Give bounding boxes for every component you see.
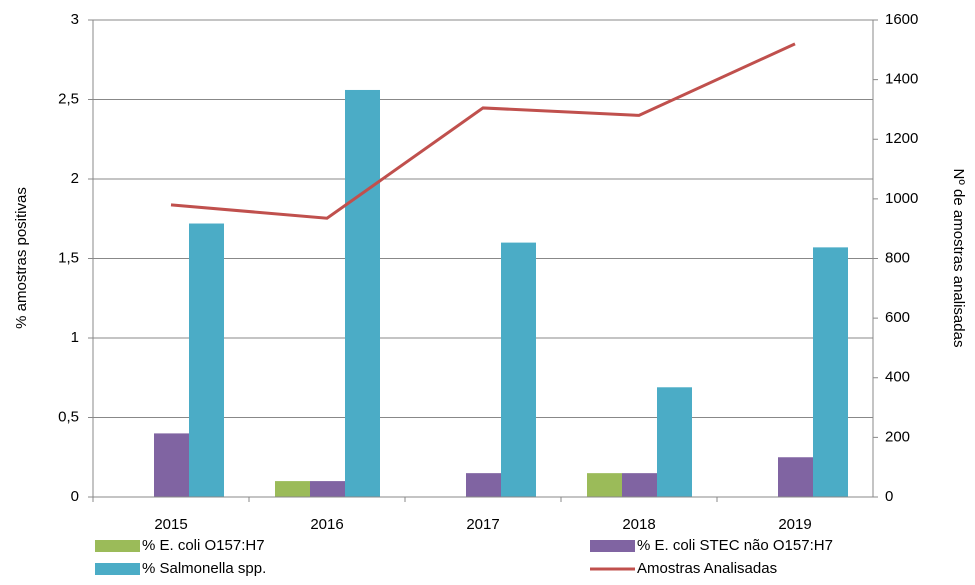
bar	[154, 433, 189, 497]
line-series	[170, 42, 796, 220]
bar	[501, 242, 536, 497]
y2-tick-label: 1600	[885, 11, 918, 28]
y-tick-label: 1	[71, 329, 79, 346]
y2-tick-label: 0	[885, 488, 893, 505]
legend-label: % E. coli STEC não O157:H7	[637, 537, 833, 554]
y-tick-label: 1,5	[58, 249, 79, 266]
y-tick-label: 0,5	[58, 408, 79, 425]
bar	[813, 247, 848, 497]
y2-tick-label: 1200	[885, 130, 918, 147]
y-tick-label: 0	[71, 488, 79, 505]
legend-label: Amostras Analisadas	[637, 560, 777, 577]
legend-label: % E. coli O157:H7	[142, 537, 265, 554]
legend-label: % Salmonella spp.	[142, 560, 266, 577]
y2-tick-label: 400	[885, 369, 910, 386]
bar	[466, 473, 501, 497]
legend-swatch	[590, 540, 635, 552]
x-tick-label: 2016	[310, 516, 343, 533]
x-tick-label: 2019	[778, 516, 811, 533]
y-axis-title: % amostras positivas	[13, 187, 30, 329]
bar	[345, 89, 380, 498]
bar	[310, 481, 345, 497]
y2-tick-label: 600	[885, 309, 910, 326]
x-tick-label: 2017	[466, 516, 499, 533]
y2-tick-label: 1000	[885, 190, 918, 207]
y-tick-label: 3	[71, 11, 79, 28]
legend-swatch	[95, 540, 140, 552]
y2-tick-label: 800	[885, 249, 910, 266]
y2-tick-label: 1400	[885, 71, 918, 88]
x-tick-label: 2018	[622, 516, 655, 533]
bar	[622, 473, 657, 497]
y2-axis-title: Nº de amostras analisadas	[950, 169, 967, 348]
legend-swatch	[95, 563, 140, 575]
bar	[587, 473, 622, 497]
bar	[657, 387, 692, 497]
bar	[275, 481, 310, 497]
bar	[778, 457, 813, 497]
y-tick-label: 2	[71, 170, 79, 187]
y-tick-label: 2,5	[58, 90, 79, 107]
bar	[189, 223, 224, 497]
x-tick-label: 2015	[154, 516, 187, 533]
y2-tick-label: 200	[885, 428, 910, 445]
